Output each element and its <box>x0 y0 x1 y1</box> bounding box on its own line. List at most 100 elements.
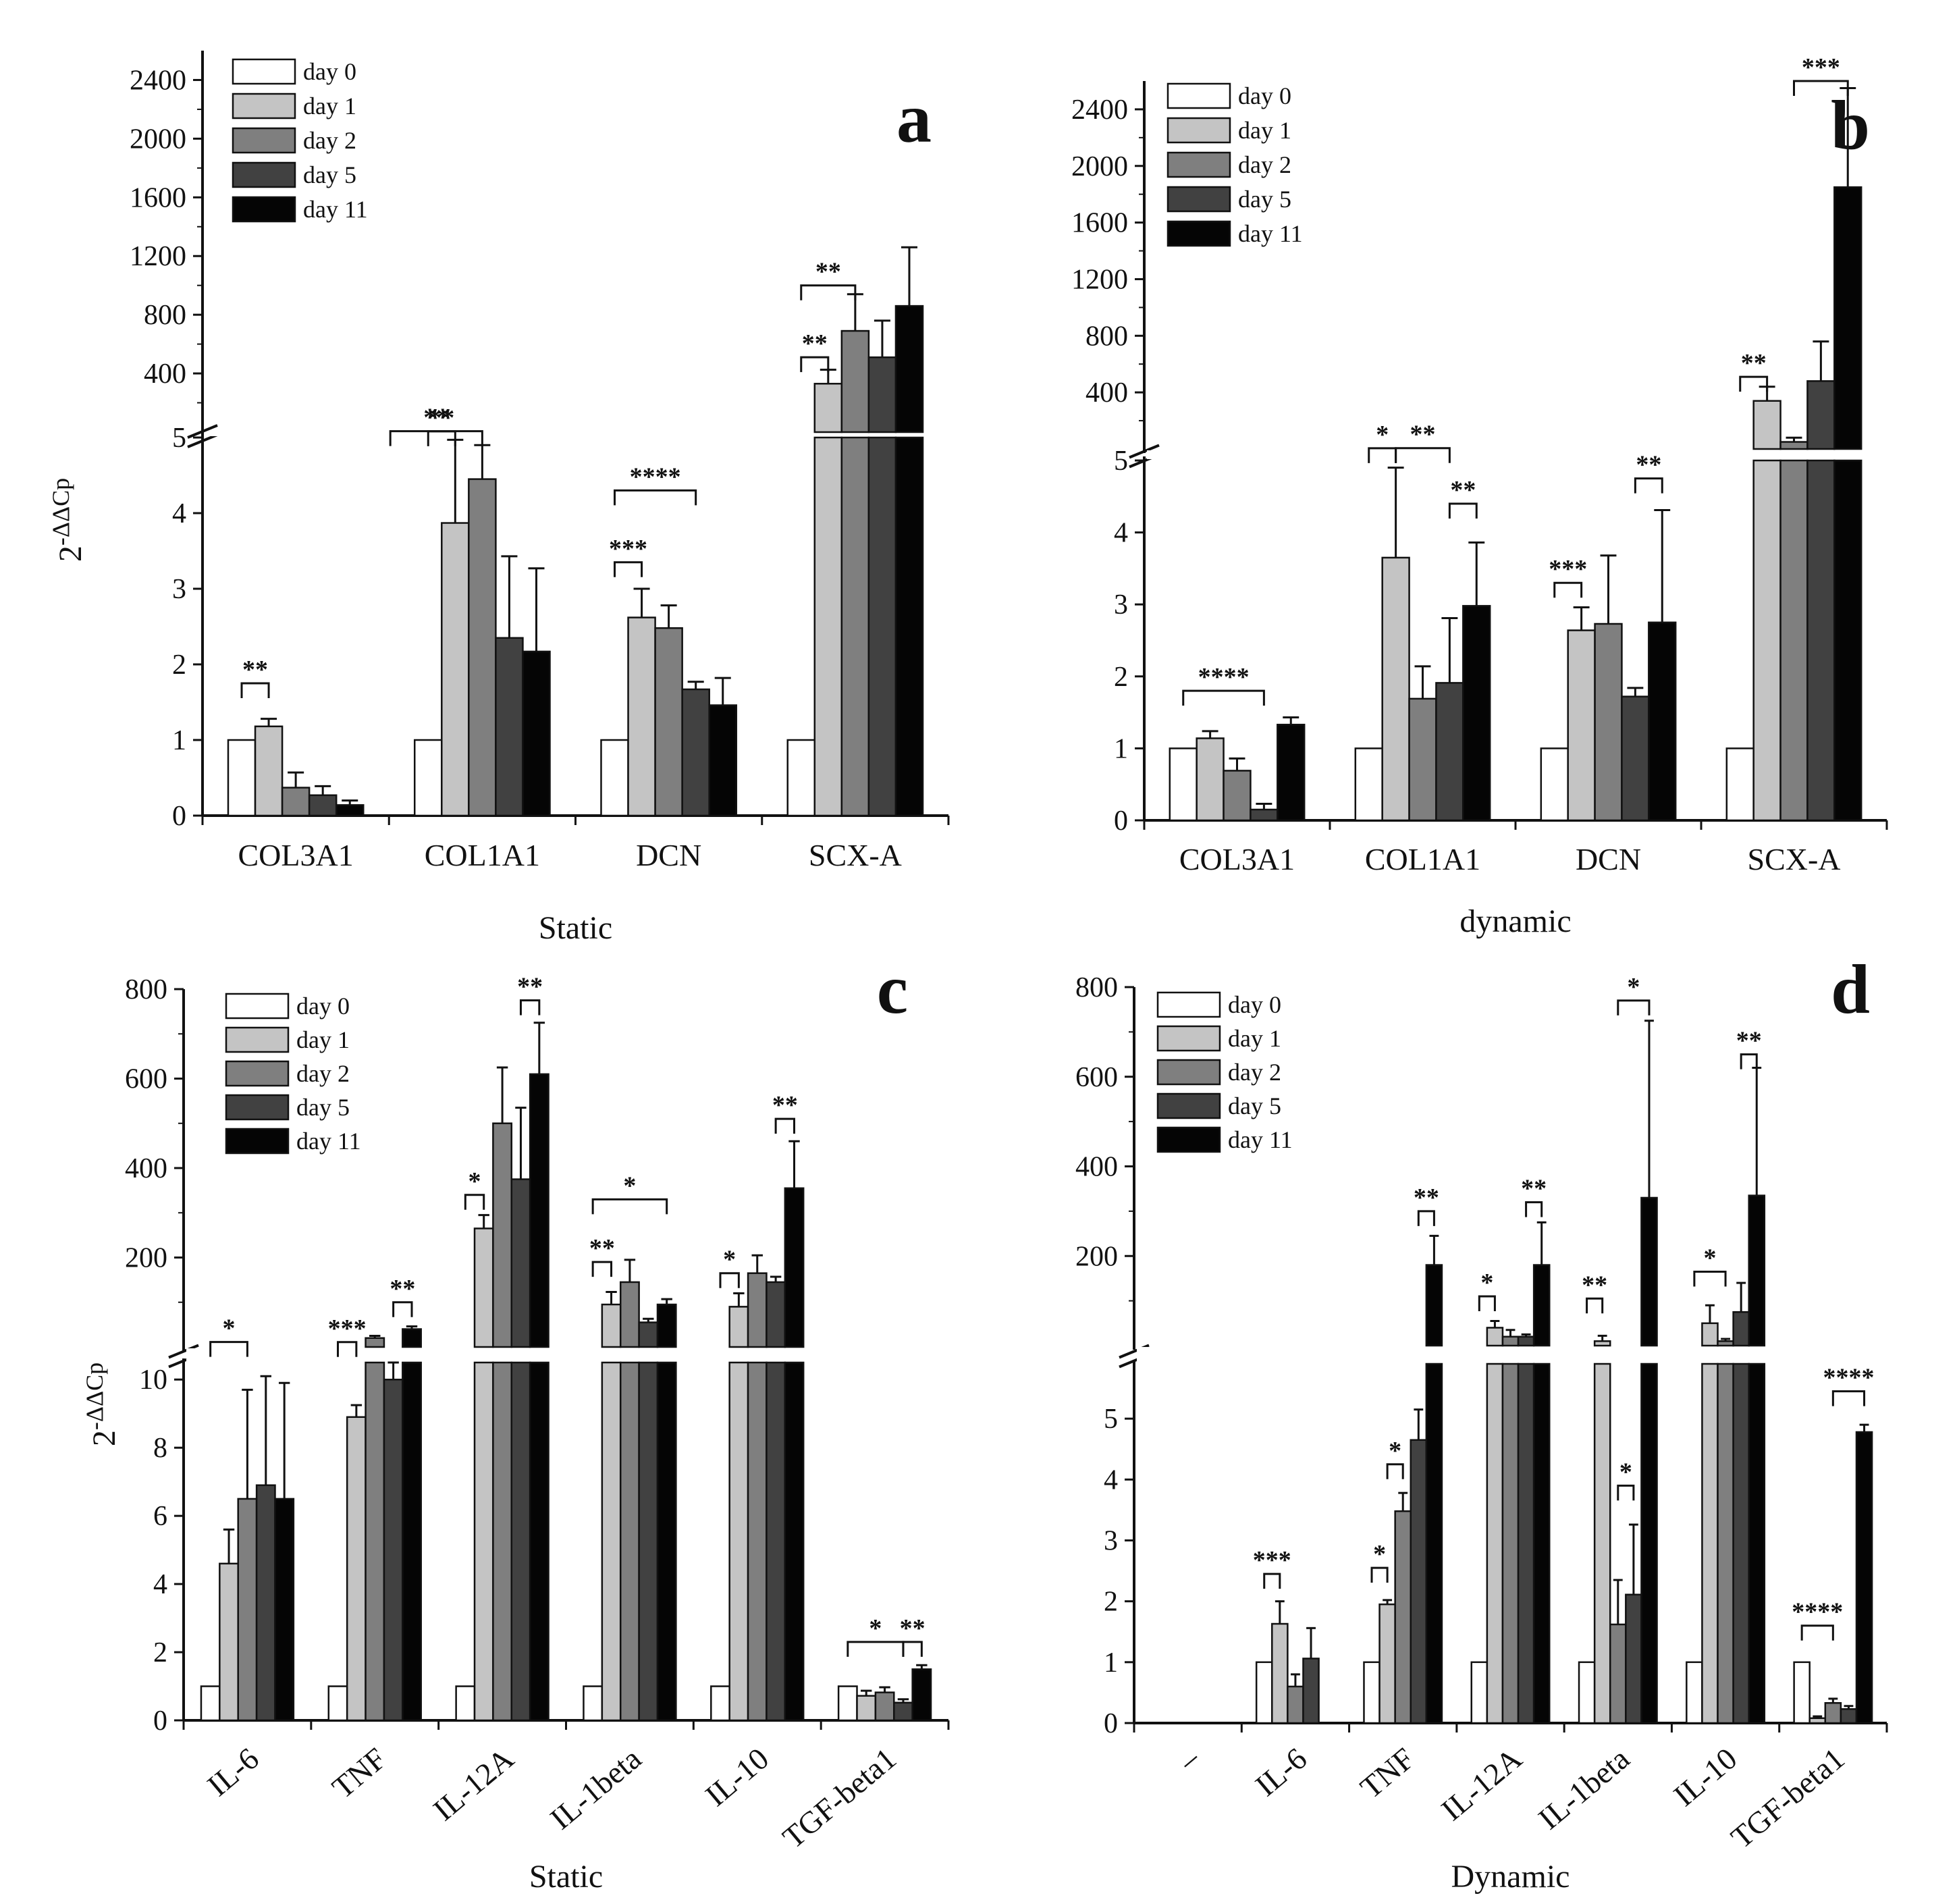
significance-bracket <box>392 1301 413 1317</box>
y-tick-label-lower: 0 <box>1104 1708 1118 1739</box>
legend-swatch <box>1156 1059 1221 1086</box>
bar-day-0 <box>1725 747 1754 822</box>
significance-label: ** <box>589 1234 615 1263</box>
bar-day-11 <box>522 650 551 817</box>
significance-bracket <box>1693 1270 1727 1287</box>
y-tick-label-lower: 4 <box>153 1569 167 1600</box>
bar-day-0 <box>327 1685 348 1722</box>
x-axis-title: Static <box>529 1859 603 1895</box>
y-tick-label-upper: 1600 <box>130 182 186 213</box>
legend-label: day 2 <box>303 127 356 154</box>
significance-label: * <box>1480 1269 1493 1297</box>
bar-day-5 <box>1435 682 1464 822</box>
bar-day-11 <box>1648 621 1677 822</box>
significance-label: ** <box>772 1091 798 1119</box>
significance-label: * <box>1373 1540 1386 1568</box>
bar-day-11-lower <box>1425 1363 1443 1724</box>
bar-day-5 <box>638 1321 659 1348</box>
bar-day-2 <box>1609 1623 1627 1724</box>
bar-day-1 <box>1196 737 1225 822</box>
bar-day-1 <box>219 1562 239 1722</box>
bar-day-0 <box>1540 747 1569 822</box>
x-category-label: SCX-A <box>809 838 902 872</box>
y-tick-label-upper: 2400 <box>130 65 186 96</box>
y-tick-label-upper: 400 <box>1085 377 1128 408</box>
bar-day-11-lower <box>656 1361 677 1722</box>
y-tick-label-upper: 400 <box>144 359 186 390</box>
bar-day-1 <box>346 1416 367 1722</box>
bar-day-2-lower <box>1501 1363 1520 1724</box>
bar-day-2 <box>1501 1336 1520 1347</box>
bar-day-2 <box>1394 1510 1412 1724</box>
bar-day-0 <box>1793 1661 1811 1724</box>
bar-day-5-lower <box>1806 459 1835 822</box>
legend-label: day 11 <box>1228 1126 1293 1153</box>
bar-day-1 <box>1381 556 1410 822</box>
y-axis-title: 2-ΔΔCp <box>81 1363 122 1446</box>
significance-label: ** <box>1636 451 1661 479</box>
significance-bracket <box>902 1641 923 1657</box>
bar-day-1-lower <box>1593 1363 1611 1724</box>
significance-bracket <box>1417 1210 1435 1226</box>
bar-day-5 <box>1621 695 1650 822</box>
bar-day-2-lower <box>1779 459 1808 822</box>
y-tick-label-lower: 0 <box>1114 805 1128 837</box>
significance-bracket <box>800 284 857 300</box>
bar-day-0 <box>200 1685 221 1722</box>
bar-day-2 <box>1408 697 1437 822</box>
significance-bracket <box>1448 502 1478 519</box>
bar-day-0 <box>455 1685 476 1722</box>
bar-day-2-lower <box>619 1361 640 1722</box>
significance-bracket <box>1793 80 1849 96</box>
significance-label: ** <box>429 404 454 432</box>
significance-bracket <box>719 1272 740 1288</box>
legend-label: day 1 <box>296 1026 350 1053</box>
bar-day-2 <box>840 329 870 433</box>
significance-label: ** <box>390 1275 415 1303</box>
y-tick-label-lower: 3 <box>1114 589 1128 620</box>
legend-label: day 0 <box>1238 82 1291 109</box>
bar-day-5 <box>1410 1439 1428 1724</box>
bar-day-2 <box>237 1498 258 1722</box>
y-tick-label-lower: 2 <box>1114 662 1128 693</box>
bar-day-2 <box>1223 770 1252 822</box>
bar-day-0 <box>837 1685 858 1722</box>
axis-break-band <box>186 1348 948 1361</box>
bar-day-2-lower <box>492 1361 513 1722</box>
significance-label: * <box>1389 1437 1401 1465</box>
bar-day-5 <box>1625 1593 1642 1724</box>
significance-label: ** <box>1741 349 1767 377</box>
significance-bracket <box>1263 1572 1281 1589</box>
bar-day-5 <box>1302 1658 1320 1724</box>
bar-day-2 <box>365 1337 385 1348</box>
y-tick-label-lower: 2 <box>153 1637 167 1668</box>
bar-day-1-lower <box>813 436 843 817</box>
y-tick-label-lower: 4 <box>1114 518 1128 549</box>
bar-day-2 <box>1594 623 1623 822</box>
significance-bracket <box>1525 1201 1543 1217</box>
x-category-label: COL1A1 <box>1365 842 1480 876</box>
bar-day-5 <box>681 688 710 817</box>
significance-bracket <box>1395 447 1451 463</box>
significance-label: ** <box>1450 476 1476 504</box>
bar-day-11 <box>1277 723 1306 822</box>
bar-day-11 <box>1748 1194 1766 1347</box>
legend-label: day 5 <box>303 161 356 188</box>
y-tick-label-upper: 800 <box>125 974 167 1005</box>
y-tick-label-lower: 4 <box>1104 1464 1118 1496</box>
significance-label: ** <box>423 404 449 432</box>
significance-bracket <box>389 430 483 446</box>
bar-day-5 <box>1806 380 1835 450</box>
significance-bracket <box>591 1198 668 1215</box>
y-tick-label-upper: 600 <box>1075 1062 1118 1093</box>
significance-bracket <box>464 1194 485 1210</box>
bar-day-5 <box>308 794 338 817</box>
bar-day-1 <box>1486 1327 1504 1347</box>
bar-day-11 <box>708 704 738 817</box>
x-category-label: COL3A1 <box>238 838 354 872</box>
legend-swatch <box>1167 186 1231 213</box>
significance-bracket <box>591 1261 613 1277</box>
y-tick-label-upper: 2000 <box>1071 151 1128 182</box>
bar-day-1-lower <box>601 1361 622 1722</box>
